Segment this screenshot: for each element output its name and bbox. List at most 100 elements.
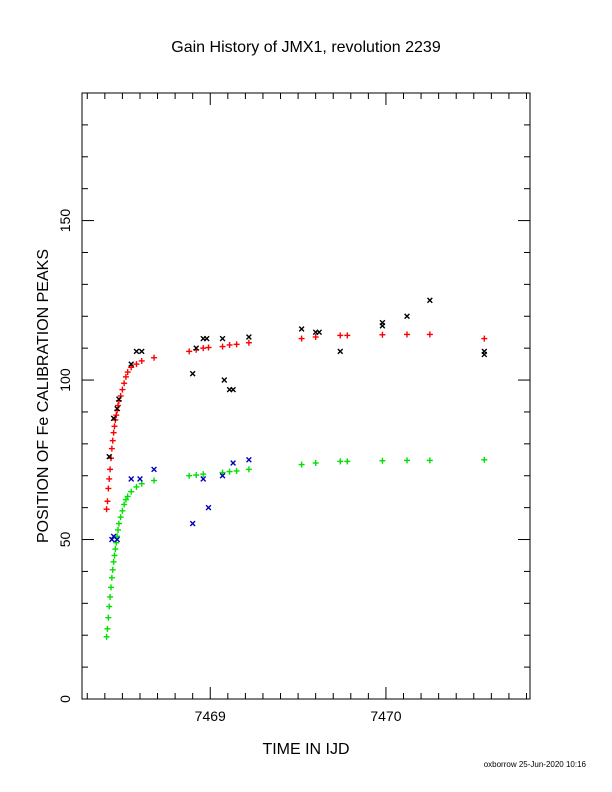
point-plus-series-0 bbox=[426, 331, 433, 338]
point-cross-series-2 bbox=[379, 319, 386, 326]
point-cross-series-3 bbox=[114, 536, 121, 543]
point-plus-series-0 bbox=[205, 344, 212, 351]
point-plus-series-1 bbox=[121, 501, 128, 508]
point-plus-series-0 bbox=[122, 373, 129, 380]
point-plus-series-0 bbox=[103, 506, 110, 513]
point-plus-series-1 bbox=[219, 469, 226, 476]
y-axis-label: POSITION OF Fe CALIBRATION PEAKS bbox=[35, 249, 52, 543]
point-cross-series-2 bbox=[203, 335, 210, 342]
point-cross-series-2 bbox=[246, 334, 252, 340]
point-plus-series-0 bbox=[298, 335, 305, 342]
y-tick-label: 150 bbox=[57, 209, 73, 233]
point-cross-series-3 bbox=[230, 460, 236, 466]
point-plus-series-1 bbox=[138, 480, 145, 487]
point-plus-series-1 bbox=[245, 466, 252, 473]
point-plus-series-1 bbox=[114, 533, 121, 540]
point-cross-series-3 bbox=[108, 536, 115, 543]
point-cross-series-2 bbox=[404, 313, 410, 320]
point-plus-series-0 bbox=[337, 332, 344, 339]
point-cross-series-2 bbox=[106, 453, 113, 460]
point-plus-series-1 bbox=[337, 458, 344, 465]
point-plus-series-1 bbox=[344, 458, 351, 465]
point-cross-series-3 bbox=[205, 504, 212, 511]
point-plus-series-1 bbox=[107, 593, 114, 600]
point-plus-series-0 bbox=[124, 369, 131, 376]
point-plus-series-0 bbox=[138, 357, 145, 364]
point-cross-series-3 bbox=[200, 476, 207, 482]
point-cross-series-2 bbox=[189, 370, 196, 377]
point-plus-series-0 bbox=[107, 466, 114, 473]
x-tick-label: 7470 bbox=[370, 708, 401, 724]
point-plus-series-1 bbox=[104, 625, 111, 632]
point-plus-series-1 bbox=[193, 472, 200, 479]
point-plus-series-1 bbox=[128, 488, 135, 495]
point-plus-series-0 bbox=[226, 341, 233, 348]
point-cross-series-3 bbox=[189, 520, 196, 527]
point-plus-series-0 bbox=[109, 437, 116, 444]
point-plus-series-1 bbox=[109, 566, 116, 573]
point-plus-series-1 bbox=[312, 459, 319, 466]
point-plus-series-1 bbox=[107, 584, 114, 591]
point-cross-series-2 bbox=[337, 348, 344, 355]
point-plus-series-0 bbox=[111, 423, 118, 430]
point-plus-series-1 bbox=[233, 467, 240, 474]
y-tick-label: 50 bbox=[57, 532, 73, 548]
point-plus-series-1 bbox=[200, 471, 207, 478]
data-marks bbox=[103, 297, 488, 640]
point-plus-series-0 bbox=[219, 343, 226, 350]
point-plus-series-1 bbox=[481, 456, 488, 463]
chart-title: Gain History of JMX1, revolution 2239 bbox=[171, 39, 441, 56]
point-cross-series-2 bbox=[133, 348, 140, 355]
point-plus-series-1 bbox=[112, 546, 119, 553]
point-cross-series-2 bbox=[115, 396, 122, 403]
point-plus-series-0 bbox=[133, 361, 140, 368]
point-plus-series-1 bbox=[111, 552, 118, 559]
point-cross-series-2 bbox=[110, 415, 117, 422]
point-plus-series-0 bbox=[128, 364, 135, 371]
point-plus-series-1 bbox=[110, 558, 117, 565]
point-plus-series-1 bbox=[404, 457, 411, 464]
point-plus-series-0 bbox=[106, 475, 113, 482]
point-plus-series-0 bbox=[108, 445, 115, 452]
point-plus-series-1 bbox=[117, 514, 124, 521]
footer-stamp: oxborrow 25-Jun-2020 10:16 bbox=[484, 760, 587, 769]
point-plus-series-0 bbox=[233, 341, 240, 348]
point-plus-series-0 bbox=[110, 429, 117, 436]
point-cross-series-2 bbox=[114, 405, 121, 412]
tick-labels: 0 50 100 150 7469 7470 bbox=[57, 209, 402, 724]
point-cross-series-2 bbox=[298, 326, 305, 332]
point-plus-series-0 bbox=[200, 345, 207, 352]
point-plus-series-0 bbox=[481, 335, 488, 342]
point-plus-series-1 bbox=[298, 461, 305, 468]
x-tick-label: 7469 bbox=[195, 708, 226, 724]
point-plus-series-1 bbox=[106, 603, 113, 610]
point-cross-series-2 bbox=[219, 335, 226, 342]
x-axis-label: TIME IN IJD bbox=[262, 741, 349, 758]
point-plus-series-1 bbox=[151, 477, 158, 484]
point-plus-series-1 bbox=[426, 457, 433, 464]
point-plus-series-1 bbox=[122, 496, 129, 503]
point-plus-series-1 bbox=[124, 493, 131, 500]
point-plus-series-1 bbox=[379, 457, 386, 464]
point-plus-series-0 bbox=[404, 331, 411, 338]
point-plus-series-1 bbox=[108, 574, 115, 581]
point-plus-series-1 bbox=[226, 468, 233, 475]
point-plus-series-0 bbox=[245, 339, 252, 346]
point-cross-series-3 bbox=[137, 476, 143, 482]
point-plus-series-1 bbox=[103, 633, 110, 640]
point-plus-series-1 bbox=[119, 507, 126, 514]
point-plus-series-0 bbox=[312, 333, 319, 340]
point-cross-series-2 bbox=[426, 297, 433, 304]
point-cross-series-3 bbox=[219, 472, 226, 479]
point-cross-series-3 bbox=[128, 476, 135, 482]
point-cross-series-2 bbox=[138, 348, 145, 355]
point-cross-series-2 bbox=[230, 386, 236, 393]
point-plus-series-0 bbox=[151, 354, 158, 361]
point-cross-series-2 bbox=[316, 329, 323, 336]
point-plus-series-0 bbox=[121, 380, 128, 387]
point-plus-series-1 bbox=[105, 614, 112, 621]
point-plus-series-0 bbox=[104, 498, 111, 505]
axis-ticks bbox=[82, 92, 530, 700]
point-plus-series-1 bbox=[115, 520, 122, 527]
